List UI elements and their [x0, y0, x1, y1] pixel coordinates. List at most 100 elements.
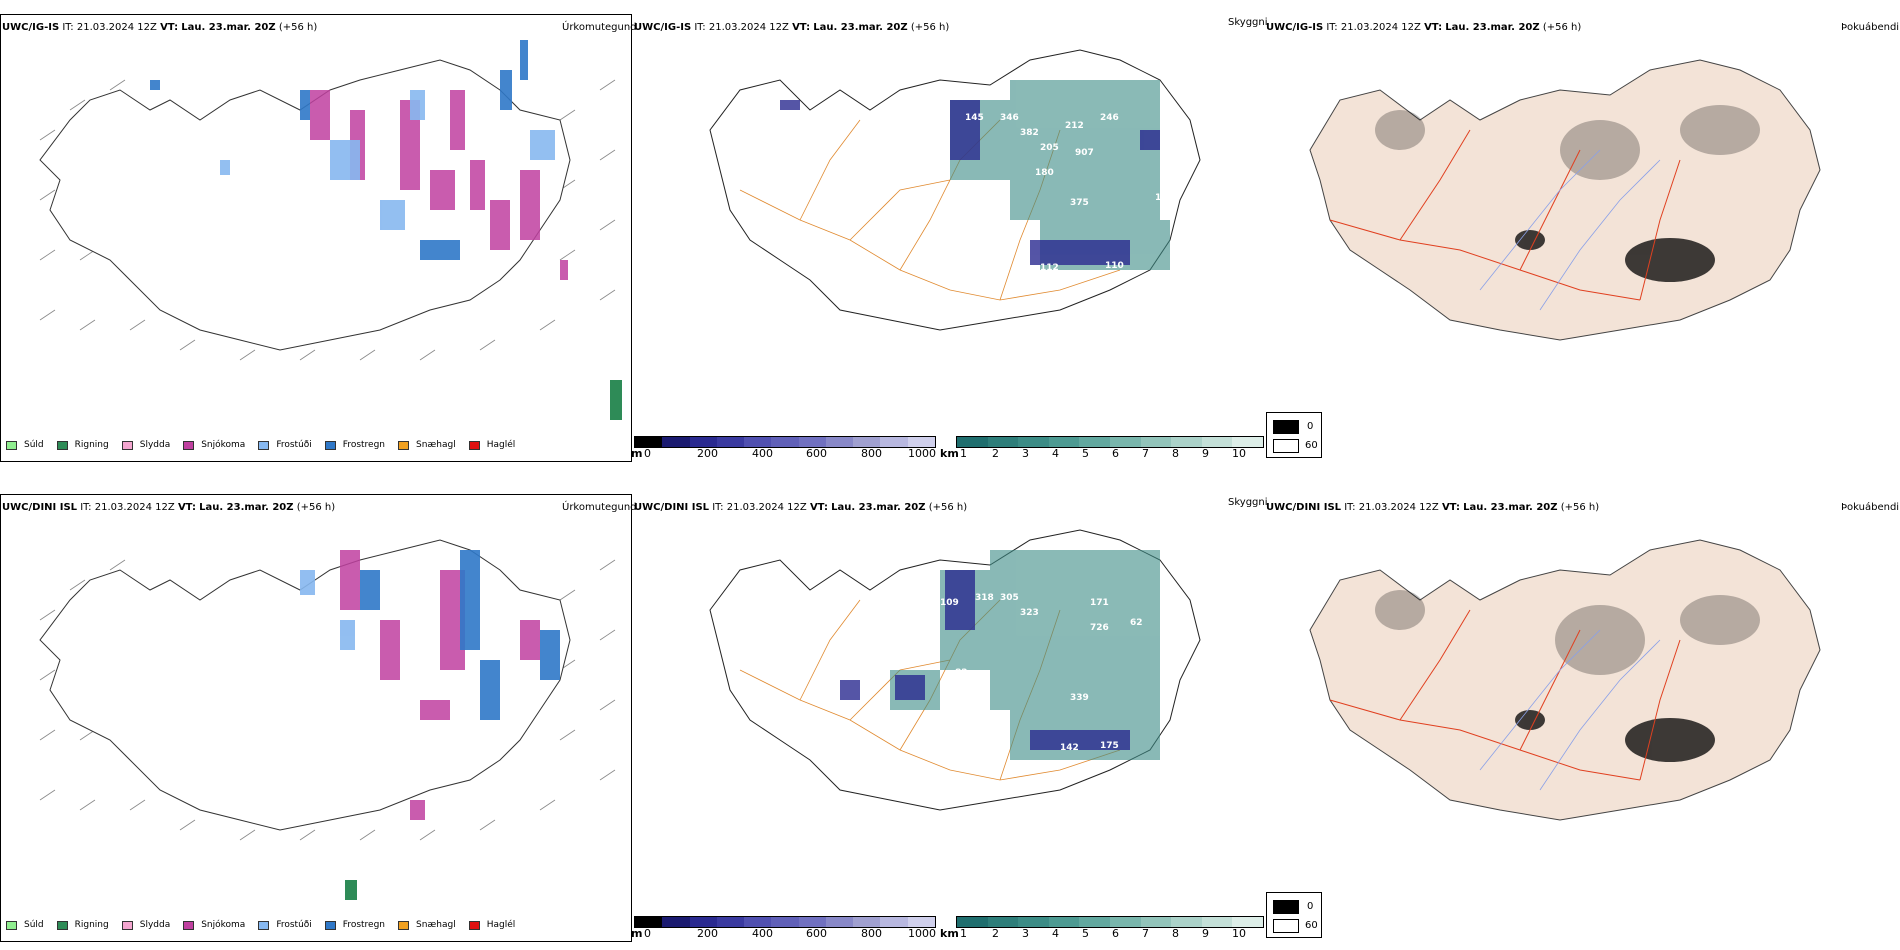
color-swatch: [987, 917, 1019, 927]
fog-legend-low: 0: [1307, 421, 1314, 432]
row2-precip-map: [39, 539, 616, 900]
legend-swatch: [468, 920, 480, 930]
svg-text:382: 382: [1020, 128, 1039, 138]
row2-ceiling-tick: 0: [644, 927, 651, 940]
color-swatch: [689, 917, 717, 927]
row1-visibility-tick: 1: [960, 447, 967, 460]
legend-item: Slydda: [121, 920, 170, 930]
row1-ceiling-tick: 400: [752, 447, 773, 460]
row1-precip-map: [39, 40, 622, 420]
row1-cloud-title: UWC/IG-IS IT: 21.03.2024 12Z VT: Lau. 23…: [634, 22, 950, 33]
color-swatch: [635, 917, 663, 927]
color-swatch: [662, 917, 690, 927]
row1-ceiling-tick: 800: [861, 447, 882, 460]
row2-visibility-colorbar: [956, 916, 1264, 928]
row2-visibility-tick: 8: [1172, 927, 1179, 940]
row1-visibility-tick: 6: [1112, 447, 1119, 460]
iceland-outline: [1309, 539, 1821, 821]
row2-ceiling-unit: m: [631, 927, 643, 940]
row1-fog-map: [1309, 59, 1821, 341]
row2-fog-panel-name: Þokuábendi: [1841, 502, 1900, 513]
row2-visibility-tick: 9: [1202, 927, 1209, 940]
svg-text:145: 145: [965, 113, 984, 123]
row2-fog-title: UWC/DINI ISL IT: 21.03.2024 12Z VT: Lau.…: [1266, 502, 1600, 513]
color-swatch: [957, 437, 988, 447]
color-swatch: [1079, 437, 1110, 447]
row2-cloud-map: 109 318 305 323 171 726 62 82 339 142 17…: [709, 529, 1201, 811]
svg-text:142: 142: [1060, 743, 1079, 753]
row1-visibility-unit: km: [940, 447, 959, 460]
color-swatch: [716, 917, 745, 927]
svg-text:175: 175: [1100, 741, 1119, 751]
row1-ceiling-unit: m: [631, 447, 643, 460]
color-swatch: [771, 437, 799, 447]
row1-visibility-tick: 8: [1172, 447, 1179, 460]
color-swatch: [662, 437, 690, 447]
legend-item: Snæhagl: [398, 920, 456, 930]
row1-ceiling-tick: 600: [806, 447, 827, 460]
row2-ceiling-tick: 200: [697, 927, 718, 940]
color-swatch: [798, 437, 826, 447]
svg-text:212: 212: [1065, 121, 1084, 131]
fog-swatch-light: [1273, 439, 1299, 453]
color-swatch: [1079, 917, 1110, 927]
svg-text:726: 726: [1090, 623, 1109, 633]
fog-swatch-light: [1273, 919, 1299, 933]
color-swatch: [853, 437, 881, 447]
color-swatch: [716, 437, 745, 447]
row2-visibility-unit: km: [940, 927, 959, 940]
row2-fog-legend: 0 60: [1266, 892, 1322, 938]
row2-cloud-title: UWC/DINI ISL IT: 21.03.2024 12Z VT: Lau.…: [634, 502, 968, 513]
row1-cloud-panel-name: Skyggni: [1228, 17, 1268, 28]
fog-swatch-dark: [1273, 900, 1299, 914]
svg-text:318: 318: [975, 593, 994, 603]
row2-visibility-tick: 5: [1082, 927, 1089, 940]
fog-legend-low: 0: [1307, 901, 1314, 912]
svg-text:62: 62: [1130, 618, 1143, 628]
legend-item: Frostúði: [258, 920, 312, 930]
row1-fog-title: UWC/IG-IS IT: 21.03.2024 12Z VT: Lau. 23…: [1266, 22, 1582, 33]
legend-swatch: [56, 920, 68, 930]
color-swatch: [1171, 917, 1202, 927]
iceland-outline: [39, 59, 571, 351]
legend-swatch: [56, 440, 68, 450]
color-swatch: [1018, 437, 1049, 447]
row1-precip-panel-name: Úrkomutegund: [562, 22, 637, 33]
svg-text:171: 171: [1090, 598, 1109, 608]
legend-item: Súld: [6, 440, 44, 450]
svg-text:907: 907: [1075, 148, 1094, 158]
legend-item: Snjókoma: [183, 920, 245, 930]
row2-ceiling-tick: 800: [861, 927, 882, 940]
row1-precip-title: UWC/IG-IS IT: 21.03.2024 12Z VT: Lau. 23…: [2, 22, 318, 33]
svg-text:339: 339: [1070, 693, 1089, 703]
svg-text:180: 180: [1035, 168, 1054, 178]
legend-item: Slydda: [121, 440, 170, 450]
svg-text:179: 179: [1155, 193, 1174, 203]
color-swatch: [1232, 437, 1263, 447]
color-swatch: [744, 917, 772, 927]
legend-swatch: [183, 440, 195, 450]
legend-item: Frostregn: [324, 920, 385, 930]
color-swatch: [1201, 437, 1233, 447]
row1-visibility-tick: 10: [1232, 447, 1246, 460]
color-swatch: [798, 917, 826, 927]
color-swatch: [1140, 917, 1172, 927]
legend-swatch: [324, 920, 336, 930]
color-swatch: [1201, 917, 1233, 927]
color-swatch: [635, 437, 663, 447]
row2-precip-title: UWC/DINI ISL IT: 21.03.2024 12Z VT: Lau.…: [2, 502, 336, 513]
legend-swatch: [121, 920, 133, 930]
row2-ceiling-tick: 1000: [908, 927, 936, 940]
color-swatch: [1171, 437, 1202, 447]
legend-swatch: [258, 920, 270, 930]
svg-text:323: 323: [1020, 608, 1039, 618]
row2-cloud-panel-name: Skyggni: [1228, 497, 1268, 508]
legend-swatch: [6, 440, 17, 450]
color-swatch: [825, 437, 854, 447]
row2-precip-legend: Súld Rigning Slydda Snjókoma Frostúði Fr…: [6, 920, 528, 930]
legend-item: Rigning: [56, 440, 109, 450]
row2-precip-panel-name: Úrkomutegund: [562, 502, 637, 513]
row1-ceiling-tick: 200: [697, 447, 718, 460]
legend-item: Rigning: [56, 920, 109, 930]
row1-fog-panel-name: Þokuábendi: [1841, 22, 1900, 33]
